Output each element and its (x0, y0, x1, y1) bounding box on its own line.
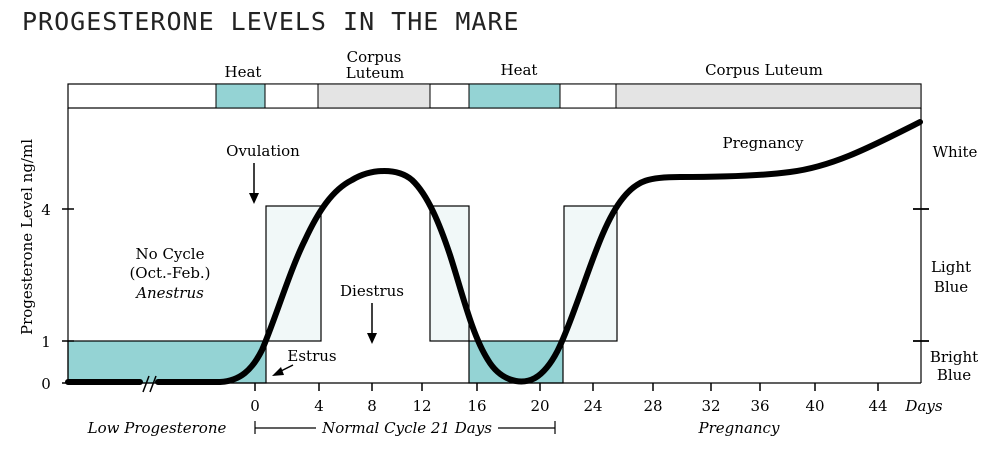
no-cycle-label: No Cycle (136, 245, 205, 263)
diestrus-arrow (367, 303, 377, 344)
axis-break-mark (149, 375, 157, 393)
right-label-white: White (933, 143, 978, 161)
right-label-bright-blue: Blue (937, 366, 971, 384)
x-tick-label: 44 (868, 397, 887, 415)
x-tick-label: 16 (467, 397, 486, 415)
white-segment-2 (559, 83, 617, 109)
x-tick-label: 4 (314, 397, 324, 415)
x-tick-label: 0 (250, 397, 260, 415)
heat-label-2: Heat (501, 61, 538, 79)
x-tick-label: 40 (805, 397, 824, 415)
corpus-luteum-segment-2 (615, 83, 922, 109)
right-label-light: Light (931, 258, 971, 276)
corpus-luteum-label-1-line2: Luteum (346, 64, 404, 82)
anestrus-label: Anestrus (134, 284, 204, 302)
no-cycle-months-label: (Oct.-Feb.) (129, 264, 210, 282)
x-tick-label: 12 (412, 397, 431, 415)
heat-segment-1 (215, 83, 266, 109)
corpus-luteum-label-1-line1: Corpus (347, 48, 402, 66)
progesterone-curve (65, 119, 923, 385)
heat-label-1: Heat (225, 63, 262, 81)
axis-break-mark (142, 375, 150, 393)
pregnancy-bottom-label: Pregnancy (698, 419, 780, 437)
y-tick-0: 0 (41, 375, 51, 393)
ovulation-label: Ovulation (226, 142, 300, 160)
x-tick-label: 32 (701, 397, 720, 415)
diestrus-label: Diestrus (340, 282, 404, 300)
luteolysis-box (429, 205, 470, 342)
normal-cycle-label: Normal Cycle 21 Days (321, 419, 492, 437)
x-tick-label: 20 (530, 397, 549, 415)
ovulation-arrow (249, 163, 259, 204)
y-tick-4: 4 (41, 201, 51, 219)
corpus-luteum-label-2: Corpus Luteum (705, 61, 823, 79)
estrus-label: Estrus (287, 347, 336, 365)
diagram-title: PROGESTERONE LEVELS IN THE MARE (22, 7, 520, 36)
normal-cycle-span (254, 421, 556, 434)
x-ticks (254, 383, 879, 391)
phase-bar: Heat Corpus Luteum Heat Corpus Luteum (67, 48, 922, 109)
right-label-light-blue: Blue (934, 278, 968, 296)
y-axis-label: Progesterone Level ng/ml (18, 139, 36, 335)
low-progesterone-label: Low Progesterone (87, 419, 227, 437)
heat-segment-2 (468, 83, 561, 109)
x-tick-label: 28 (643, 397, 662, 415)
x-axis-unit: Days (904, 397, 942, 415)
corpus-luteum-segment-1 (317, 83, 431, 109)
x-tick-label: 8 (367, 397, 377, 415)
estrus-arrow (272, 364, 294, 376)
y-tick-1: 1 (41, 333, 51, 351)
white-segment-1 (264, 83, 319, 109)
right-label-bright: Bright (930, 348, 978, 366)
x-tick-label: 24 (583, 397, 602, 415)
x-tick-label: 36 (750, 397, 769, 415)
pregnancy-curve-label: Pregnancy (723, 134, 804, 152)
